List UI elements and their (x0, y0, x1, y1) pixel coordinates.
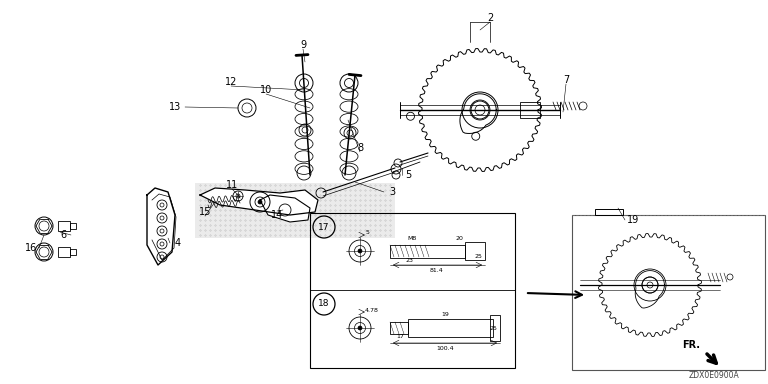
Text: 17: 17 (396, 333, 404, 339)
Text: ZDX0E0900A: ZDX0E0900A (689, 371, 740, 381)
Bar (520, 102, 540, 118)
Text: M8: M8 (407, 237, 416, 242)
Text: 16: 16 (25, 243, 37, 253)
Text: 17: 17 (318, 222, 329, 232)
Text: 4: 4 (175, 238, 181, 248)
Text: 10: 10 (260, 85, 272, 95)
Text: 15: 15 (199, 207, 211, 217)
Bar (70, 223, 76, 229)
Text: 8: 8 (357, 143, 363, 153)
Text: 9: 9 (300, 40, 306, 50)
Text: 14: 14 (271, 210, 283, 220)
Text: 18: 18 (318, 300, 329, 308)
Polygon shape (200, 188, 318, 215)
Text: 23: 23 (406, 258, 414, 263)
Text: 2: 2 (487, 13, 493, 23)
Bar (595, 209, 623, 215)
Text: 12: 12 (225, 77, 237, 87)
Text: 7: 7 (563, 75, 569, 85)
Text: FR.: FR. (682, 340, 700, 350)
Polygon shape (260, 195, 310, 222)
Text: 19: 19 (441, 311, 449, 316)
Text: 5: 5 (366, 230, 370, 235)
Circle shape (358, 249, 362, 253)
Text: 5: 5 (405, 170, 411, 180)
Text: 20: 20 (455, 237, 463, 242)
Bar (408, 319, 493, 337)
Bar (58, 221, 70, 231)
Text: 25: 25 (474, 253, 482, 258)
Bar (390, 322, 408, 334)
Text: 4.78: 4.78 (365, 308, 379, 313)
Text: 11: 11 (226, 180, 238, 190)
Text: 19: 19 (627, 215, 639, 225)
Bar (310, 213, 515, 368)
Text: 3: 3 (389, 187, 395, 197)
Bar (58, 247, 70, 257)
Text: 100.4: 100.4 (436, 346, 454, 351)
Text: 25: 25 (489, 326, 497, 331)
Text: 6: 6 (60, 230, 66, 240)
Bar (572, 215, 765, 370)
Bar (490, 315, 500, 341)
Bar (390, 245, 465, 258)
Text: 13: 13 (169, 102, 181, 112)
Circle shape (258, 200, 262, 204)
Text: 81.4: 81.4 (430, 268, 444, 273)
Circle shape (358, 326, 362, 330)
Bar (465, 242, 485, 260)
Bar (70, 249, 76, 255)
Bar (195, 183, 395, 238)
